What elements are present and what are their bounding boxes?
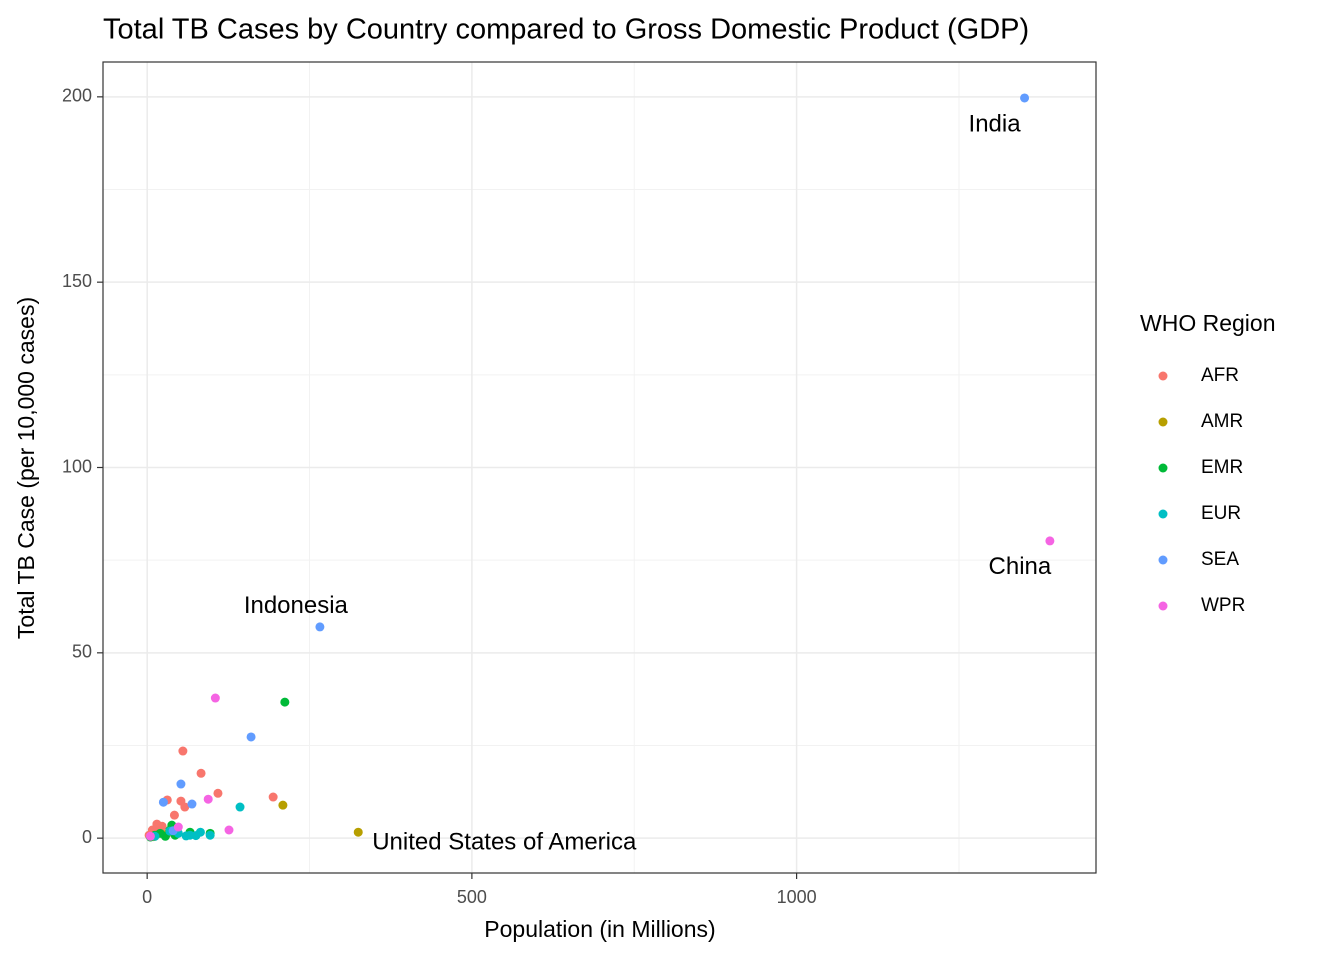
- point: [169, 810, 179, 820]
- legend-swatch: [1158, 555, 1168, 565]
- x-tick-label: 1000: [777, 887, 817, 907]
- legend-swatch: [1158, 417, 1168, 427]
- point: [213, 788, 223, 798]
- point: [203, 794, 213, 804]
- y-tick-label: 0: [82, 827, 92, 847]
- point: [187, 799, 197, 809]
- point-label: Indonesia: [244, 592, 349, 619]
- plot-border: [102, 61, 1097, 874]
- chart-title: Total TB Cases by Country compared to Gr…: [103, 14, 1029, 46]
- point: [205, 830, 215, 840]
- x-axis-title: Population (in Millions): [484, 916, 715, 942]
- point: [268, 792, 278, 802]
- point: [1045, 536, 1055, 546]
- y-tick-label: 200: [62, 86, 92, 106]
- point-label: India: [969, 110, 1022, 137]
- point: [224, 825, 234, 835]
- legend-label: EMR: [1201, 457, 1243, 478]
- point: [278, 800, 288, 810]
- legend-swatch: [1158, 601, 1168, 611]
- point: [191, 831, 201, 841]
- point: [235, 802, 245, 812]
- y-axis-title: Total TB Case (per 10,000 cases): [13, 297, 39, 639]
- legend-label: AMR: [1201, 411, 1243, 432]
- x-tick-label: 0: [142, 887, 152, 907]
- point: [246, 732, 256, 742]
- legend-label: AFR: [1201, 365, 1239, 386]
- x-tick-label: 500: [457, 887, 487, 907]
- legend-title: WHO Region: [1140, 310, 1275, 336]
- point: [158, 797, 168, 807]
- point: [353, 827, 363, 837]
- point: [210, 693, 220, 703]
- point: [315, 622, 325, 632]
- point: [196, 768, 206, 778]
- point: [145, 831, 155, 841]
- legend-label: WPR: [1201, 595, 1245, 616]
- legend-swatch: [1158, 371, 1168, 381]
- legend-label: EUR: [1201, 503, 1241, 524]
- point: [176, 779, 186, 789]
- legend-label: SEA: [1201, 549, 1239, 570]
- point: [180, 802, 190, 812]
- point: [181, 831, 191, 841]
- point: [1020, 93, 1030, 103]
- y-tick-label: 100: [62, 456, 92, 476]
- point: [178, 746, 188, 756]
- point-label: China: [989, 553, 1052, 580]
- y-tick-label: 50: [72, 642, 92, 662]
- legend-swatch: [1158, 463, 1168, 473]
- point-label: United States of America: [372, 829, 637, 856]
- point: [173, 822, 183, 832]
- y-tick-label: 150: [62, 271, 92, 291]
- legend-swatch: [1158, 509, 1168, 519]
- point: [280, 697, 290, 707]
